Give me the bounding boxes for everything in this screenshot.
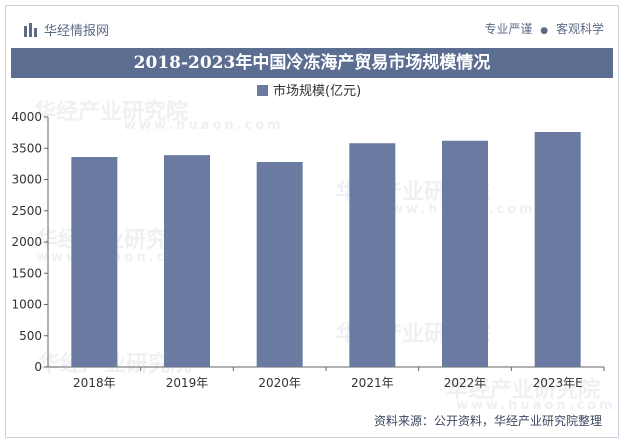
source-note: 资料来源：公开资料，华经产业研究院整理 xyxy=(373,414,602,428)
bar xyxy=(442,140,488,367)
bar-chart: 0 500 1000 1500 2000 2500 3000 3500 4000 2018年 201… xyxy=(11,83,605,390)
y-tick-label: 0 xyxy=(34,360,42,374)
y-tick-label: 3500 xyxy=(11,141,42,155)
y-tick-label: 500 xyxy=(19,329,42,343)
y-tick-label: 1500 xyxy=(11,266,42,280)
x-tick-label: 2022年 xyxy=(444,376,487,390)
brand[interactable]: 华经情报网 xyxy=(24,20,109,39)
x-tick-label: 2023年E xyxy=(533,376,583,390)
bar xyxy=(71,157,118,367)
legend-swatch xyxy=(257,85,268,96)
x-tick-label: 2018年 xyxy=(73,376,116,390)
watermark-url: www.huaon.com xyxy=(456,398,616,413)
bar xyxy=(349,143,396,367)
bar-chart-logo-icon xyxy=(24,22,37,37)
tagline: 专业严谨 ● 客观科学 xyxy=(484,20,604,37)
brand-name: 华经情报网 xyxy=(44,24,110,39)
x-tick-label: 2020年 xyxy=(258,376,301,390)
tagline-separator: ● xyxy=(540,26,549,36)
chart-frame: 华经产业研究院 www.huaon.com 华经产业研究院 www.huaon.… xyxy=(5,5,619,438)
tagline-left: 专业严谨 xyxy=(484,22,533,36)
watermark: 华经产业研究院 xyxy=(446,378,601,403)
x-tick-label: 2019年 xyxy=(166,376,209,390)
watermark: 华经产业研究院 xyxy=(34,100,189,125)
bar xyxy=(164,155,210,367)
chart-title: 2018-2023年中国冷冻海产贸易市场规模情况 xyxy=(11,48,613,78)
tagline-right: 客观科学 xyxy=(555,22,604,36)
y-tick-label: 1000 xyxy=(11,298,42,312)
bar xyxy=(256,162,303,367)
top-bar: 华经情报网 专业严谨 ● 客观科学 xyxy=(6,6,618,46)
y-tick-label: 4000 xyxy=(11,110,42,124)
x-tick-label: 2021年 xyxy=(351,376,394,390)
watermark-url: www.huaon.com xyxy=(124,118,284,133)
y-tick-label: 3000 xyxy=(11,173,42,187)
legend-label: 市场规模(亿元) xyxy=(273,83,361,99)
y-tick-label: 2000 xyxy=(11,235,42,249)
y-tick-label: 2500 xyxy=(11,204,42,218)
bar xyxy=(534,132,581,367)
